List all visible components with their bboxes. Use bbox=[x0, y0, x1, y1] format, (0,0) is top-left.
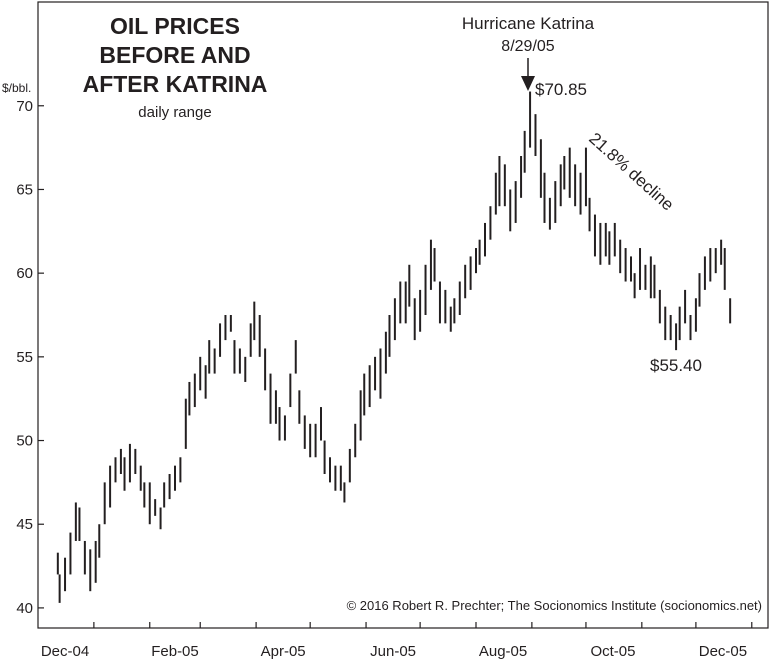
title-line: BEFORE AND bbox=[99, 42, 250, 68]
x-tick-label: Dec-05 bbox=[699, 643, 747, 660]
y-tick-label: 50 bbox=[16, 433, 33, 450]
y-axis-label: $/bbl. bbox=[2, 81, 31, 95]
x-tick-label: Oct-05 bbox=[590, 643, 635, 660]
x-tick-label: Apr-05 bbox=[261, 643, 306, 660]
annotation: 21.8% decline bbox=[585, 129, 677, 215]
annotation: $70.85 bbox=[535, 80, 587, 99]
marks bbox=[56, 91, 732, 603]
annotation-arrowhead bbox=[521, 76, 535, 91]
y-tick-label: 60 bbox=[16, 265, 33, 282]
plot-frame bbox=[37, 1, 769, 629]
x-tick-label: Feb-05 bbox=[151, 643, 199, 660]
credit: © 2016 Robert R. Prechter; The Socionomi… bbox=[347, 598, 762, 613]
subtitle: daily range bbox=[138, 104, 211, 121]
y-tick-label: 40 bbox=[16, 600, 33, 617]
y-tick-label: 65 bbox=[16, 181, 33, 198]
annotation: 8/29/05 bbox=[501, 38, 554, 55]
chart-title: OIL PRICES BEFORE AND AFTER KATRINA dail… bbox=[83, 13, 268, 121]
x-tick-label: Dec-04 bbox=[41, 643, 89, 660]
annotation: Hurricane Katrina bbox=[462, 14, 595, 33]
x-tick-label: Aug-05 bbox=[479, 643, 527, 660]
y-tick-label: 70 bbox=[16, 98, 33, 115]
annotation: $55.40 bbox=[650, 356, 702, 375]
x-tick-label: Jun-05 bbox=[370, 643, 416, 660]
y-tick-label: 55 bbox=[16, 349, 33, 366]
title-line: AFTER KATRINA bbox=[83, 71, 268, 97]
y-tick-label: 45 bbox=[16, 516, 33, 533]
title-line: OIL PRICES bbox=[110, 13, 240, 39]
